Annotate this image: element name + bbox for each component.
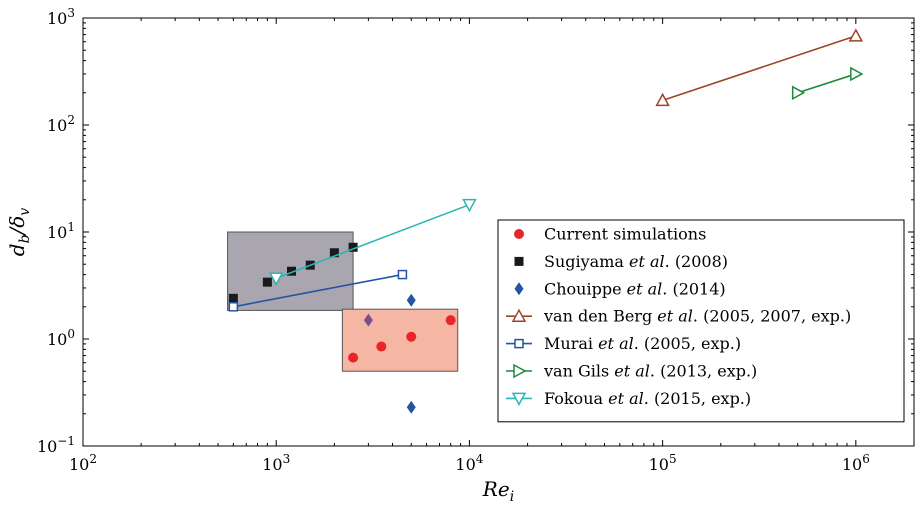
series-5 [655, 28, 864, 107]
legend-label: Murai et al. (2005, exp.) [544, 334, 741, 353]
data-point [850, 66, 864, 82]
data-point [348, 242, 358, 252]
x-tick-label: 106 [842, 452, 870, 474]
legend-item: van den Berg et al. (2005, 2007, exp.) [506, 307, 851, 326]
axis-ticks: 102 103 104 105 106 10−1 100 101 102 103 [37, 6, 915, 474]
legend-item: Current simulations [514, 225, 706, 244]
legend-marker [514, 229, 524, 239]
legend-label: Sugiyama et al. (2008) [544, 252, 728, 271]
legend-marker [514, 282, 524, 296]
x-tick-label: 103 [262, 452, 290, 474]
data-point [462, 198, 477, 213]
legend-item: Fokoua et al. (2015, exp.) [506, 389, 751, 408]
x-tick-label: 105 [649, 452, 677, 474]
shaded-region-2 [341, 308, 459, 372]
data-point [228, 293, 238, 303]
data-point [348, 352, 359, 363]
data-point [445, 315, 456, 326]
y-tick-label: 10−1 [37, 434, 75, 456]
series-7 [791, 66, 864, 101]
legend-label: van Gils et al. (2013, exp.) [543, 362, 757, 381]
legend: Current simulations Sugiyama et al. (2008… [497, 219, 905, 423]
data-point [287, 266, 297, 276]
legend-label: Chouippe et al. (2014) [544, 279, 726, 298]
data-point [655, 92, 670, 107]
series-line [275, 203, 470, 279]
legend-marker [511, 392, 527, 406]
series-6 [228, 269, 408, 312]
legend-item: Sugiyama et al. (2008) [514, 252, 728, 271]
legend-item: Murai et al. (2005, exp.) [506, 334, 741, 353]
series-line [662, 35, 857, 102]
x-tick-label: 104 [455, 452, 483, 474]
legend-marker [514, 256, 524, 266]
legend-marker [513, 363, 527, 379]
legend-marker [511, 308, 527, 322]
legend-label: van den Berg et al. (2005, 2007, exp.) [543, 307, 851, 326]
legend-label: Fokoua et al. (2015, exp.) [544, 389, 751, 408]
data-point [363, 313, 373, 327]
data-point [397, 269, 408, 280]
x-axis-title: Rei [482, 477, 514, 505]
series-4 [363, 313, 373, 327]
y-tick-label: 102 [47, 113, 75, 135]
data-point [848, 28, 864, 42]
data-point [791, 85, 806, 101]
data-point [376, 341, 387, 352]
data-point [228, 302, 239, 312]
legend-item: Chouippe et al. (2014) [514, 279, 726, 298]
x-tick-label: 102 [69, 452, 97, 474]
legend-item: van Gils et al. (2013, exp.) [506, 362, 757, 381]
series-1 [348, 315, 456, 363]
shaded-regions [227, 231, 459, 372]
series-8 [268, 198, 477, 286]
data-point [268, 272, 284, 286]
legend-label: Current simulations [544, 225, 706, 244]
data-point [262, 277, 272, 287]
y-tick-label: 100 [47, 327, 75, 349]
series-3 [406, 293, 416, 414]
series-line [233, 273, 403, 308]
y-axis-title: db/δv [5, 208, 33, 257]
data-point [406, 331, 417, 342]
legend-marker [514, 338, 524, 349]
y-tick-label: 101 [47, 220, 75, 242]
legend-box [497, 219, 905, 423]
series-line [797, 73, 857, 94]
y-tick-label: 103 [47, 6, 75, 28]
data-series [228, 28, 864, 414]
data-point [406, 400, 416, 414]
data-point [406, 293, 416, 307]
data-point [329, 248, 339, 258]
